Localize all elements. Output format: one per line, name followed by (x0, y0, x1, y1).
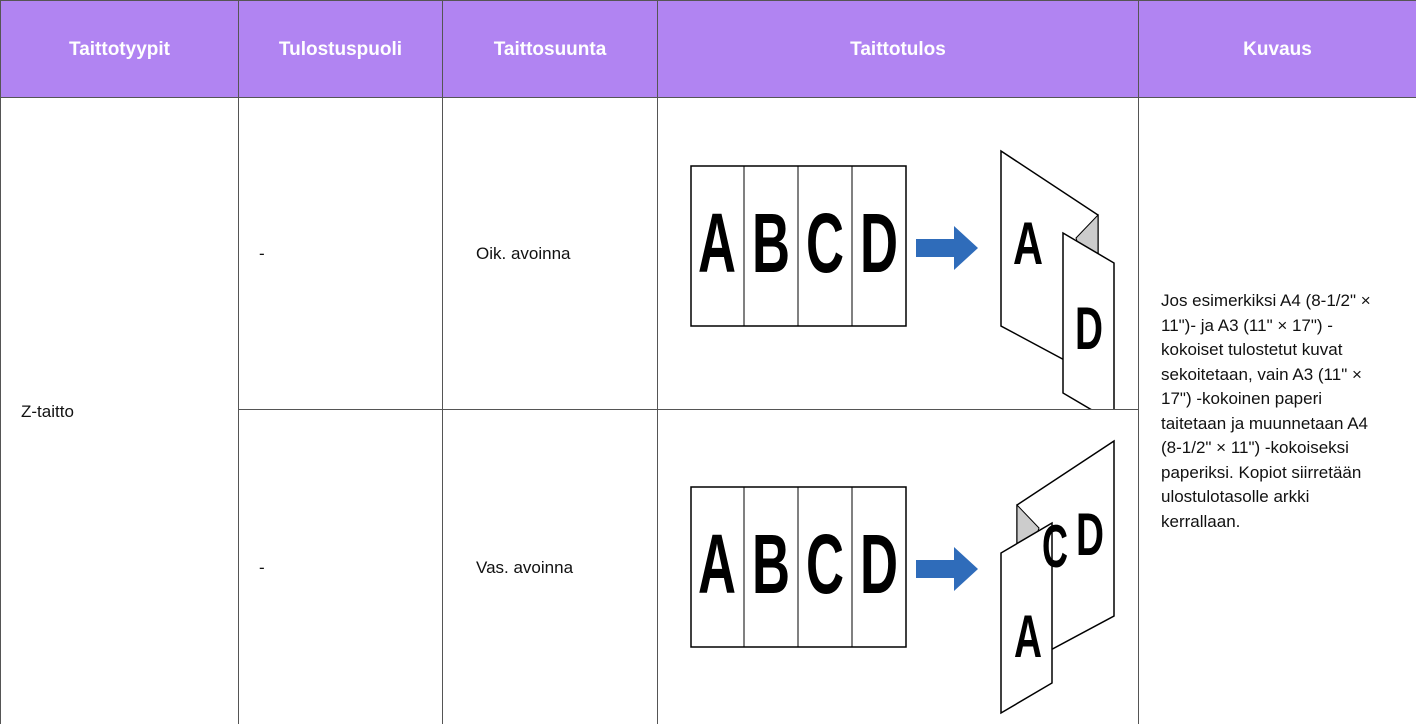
direction: Oik. avoinna (442, 97, 658, 410)
letter: A (1014, 602, 1042, 669)
header-cell: Taittosuunta (442, 0, 658, 98)
letter: C (806, 517, 844, 611)
row: Z-taitto - Oik. avoinna A B C D A D Jos … (0, 97, 1416, 724)
letter: C (1042, 512, 1068, 579)
illustration-cell: A B C D A D (657, 97, 1139, 410)
description: Jos esimerkiksi A4 (8-1/2" × 11")- ja A3… (1138, 97, 1416, 724)
header-cell: Taittotyypit (0, 0, 239, 98)
fold-type: Z-taitto (0, 97, 239, 724)
header-cell: Taittotulos (657, 0, 1139, 98)
letter: D (860, 196, 898, 290)
letter: B (752, 517, 790, 611)
letter: A (1013, 210, 1043, 277)
illustration: A B C D A D (690, 149, 1115, 409)
direction: Vas. avoinna (442, 409, 658, 724)
letter: C (806, 196, 844, 290)
output-tray: - (238, 97, 443, 410)
letter: B (752, 196, 790, 290)
letter: A (698, 196, 736, 290)
header-cell: Tulostuspuoli (238, 0, 443, 98)
letter: D (860, 517, 898, 611)
output-tray: - (238, 409, 443, 724)
header-cell: Kuvaus (1138, 0, 1416, 98)
letter: A (698, 517, 736, 611)
illustration-cell: A B C D C D A (657, 409, 1139, 724)
letter: D (1076, 500, 1104, 567)
illustration: A B C D C D A (690, 439, 1115, 714)
letter: D (1075, 295, 1103, 362)
header-row: Taittotyypit Tulostuspuoli Taittosuunta … (0, 0, 1416, 98)
row: - Vas. avoinna A B C D C D A (1, 409, 1416, 724)
